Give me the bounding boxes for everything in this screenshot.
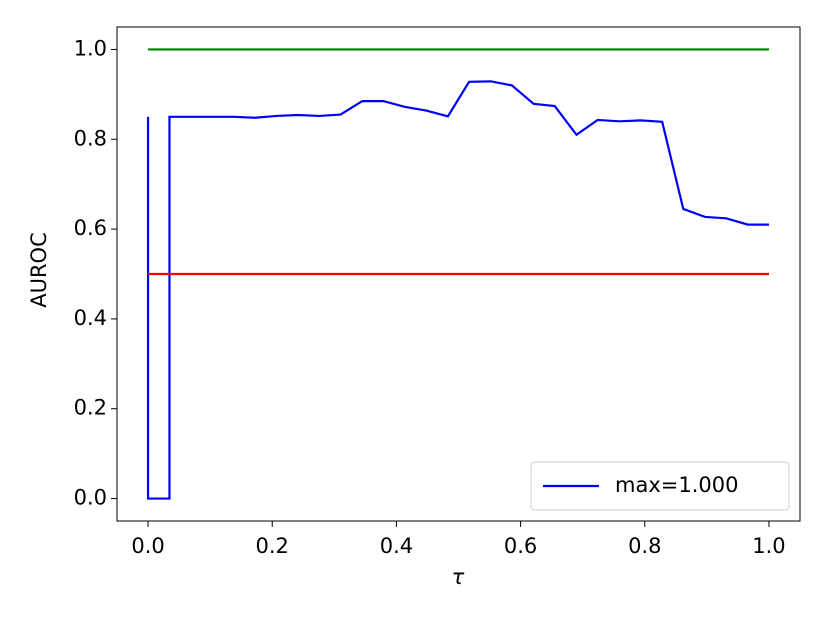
- legend-label: max=1.000: [615, 473, 738, 497]
- x-tick-label: 1.0: [752, 534, 785, 558]
- x-tick-label: 0.0: [131, 534, 164, 558]
- y-tick-label: 0.8: [74, 126, 107, 150]
- plot-frame: [116, 26, 801, 522]
- y-axis-label: AUROC: [27, 232, 51, 308]
- line: [146, 80, 769, 500]
- y-tick-label: 0.6: [74, 216, 107, 240]
- x-tick-label: 0.4: [380, 534, 413, 558]
- y-tick-label: 0.2: [74, 396, 107, 420]
- x-tick-label: 0.6: [504, 534, 537, 558]
- x-tick-label: 0.8: [628, 534, 661, 558]
- y-tick-label: 1.0: [74, 36, 107, 60]
- y-tick-label: 0.4: [74, 306, 107, 330]
- x-axis-label: τ: [452, 565, 465, 589]
- y-tick-label: 0.0: [74, 486, 107, 510]
- x-tick-label: 0.2: [256, 534, 289, 558]
- legend-box: [530, 461, 790, 511]
